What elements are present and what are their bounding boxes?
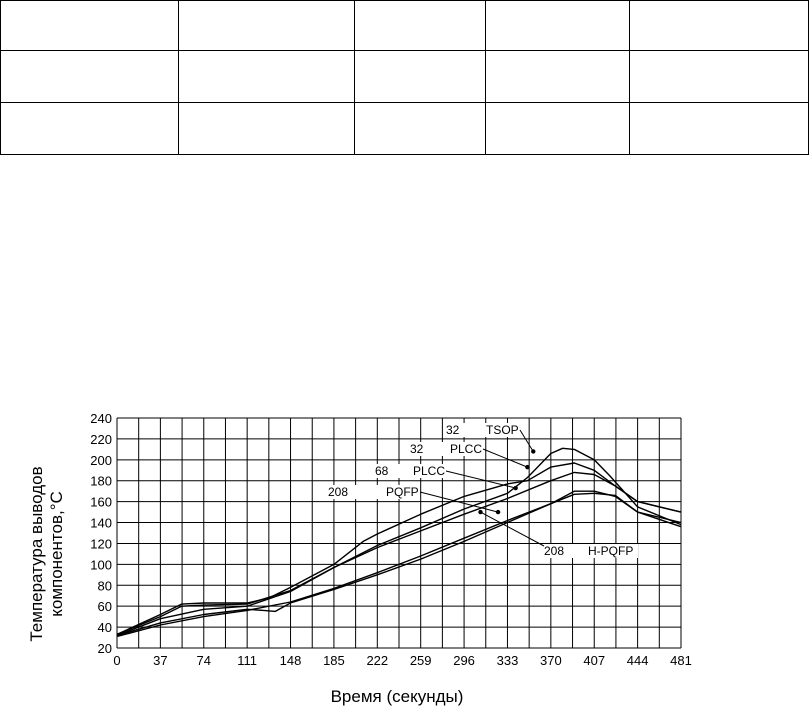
annotation-number-32-plcc: 32 <box>410 442 424 456</box>
y-tick-label: 100 <box>90 557 112 572</box>
y-tick-label: 40 <box>98 620 112 635</box>
y-tick-label: 160 <box>90 495 112 510</box>
annotation-arrowhead <box>495 509 501 515</box>
table-cell <box>629 49 809 103</box>
y-tick-label: 240 <box>90 411 112 426</box>
x-axis-title: Время (секунды) <box>331 687 464 706</box>
series-line-32-plcc <box>116 462 682 636</box>
x-tick-label: 444 <box>627 653 649 668</box>
annotation-leader <box>419 491 499 513</box>
table-cell <box>178 0 355 51</box>
temperature-chart: 0 37 74 111 148 185 222 259 296 333 370 407 444 481 20… <box>20 408 696 714</box>
table-cell <box>354 49 486 103</box>
annotation-number-68-plcc: 68 <box>375 464 389 478</box>
annotation-bg <box>373 464 447 478</box>
table-row <box>0 49 809 103</box>
annotation-number-208-pqfp: 208 <box>328 485 348 499</box>
table-cell <box>0 49 179 103</box>
x-tick-label: 259 <box>410 653 432 668</box>
annotation-number-208-h-pqfp: 208 <box>544 544 564 558</box>
annotation-label-68-plcc: PLCC <box>413 464 445 478</box>
table-cell <box>485 0 630 51</box>
annotation-leader <box>519 429 534 452</box>
x-tick-label: 333 <box>497 653 519 668</box>
annotation-leader <box>480 511 545 547</box>
y-tick-label: 140 <box>90 516 112 531</box>
annotation-number-32-tsop: 32 <box>446 423 460 437</box>
table-cell <box>629 101 809 156</box>
annotation-arrowhead <box>525 464 530 470</box>
grid <box>116 417 682 649</box>
series-line-208-pqfp <box>116 490 682 637</box>
x-tick-label: 148 <box>280 653 302 668</box>
y-tick-label: 120 <box>90 536 112 551</box>
annotation-arrowhead <box>478 509 483 515</box>
table-cell <box>354 101 486 156</box>
table-row <box>0 0 809 51</box>
annotation-leader <box>482 448 528 468</box>
series-group <box>116 447 682 638</box>
y-tick-label: 200 <box>90 453 112 468</box>
y-tick-label: 20 <box>98 641 112 656</box>
table-cell <box>0 101 179 156</box>
annotation-label-32-tsop: TSOP <box>486 423 519 437</box>
x-tick-label: 407 <box>583 653 605 668</box>
annotation-arrowhead <box>531 449 536 454</box>
x-tick-label: 37 <box>153 653 167 668</box>
x-tick-label: 185 <box>323 653 345 668</box>
annotations: 32 TSOP 32 PLCC 68 PLCC 208 PQFP 208 H-PQFP <box>326 423 638 558</box>
table-cell <box>178 101 355 156</box>
x-tick-label: 111 <box>237 653 257 668</box>
x-tick-label: 370 <box>540 653 562 668</box>
table-cell <box>178 49 355 103</box>
table-cell <box>629 0 809 51</box>
series-line-68-plcc <box>116 471 682 637</box>
table-cell <box>485 49 630 103</box>
y-tick-label: 180 <box>90 474 112 489</box>
table-body <box>0 0 809 156</box>
annotation-arrowhead <box>513 485 518 491</box>
x-tick-label: 74 <box>197 653 211 668</box>
annotation-label-208-h-pqfp: H-PQFP <box>588 544 633 558</box>
table-cell <box>485 101 630 156</box>
y-tick-label: 220 <box>90 432 112 447</box>
series-line-32-tsop <box>116 447 682 636</box>
x-tick-label: 0 <box>113 653 120 668</box>
tick-labels: 0 37 74 111 148 185 222 259 296 333 370 407 444 481 20… <box>90 411 692 668</box>
empty-table <box>0 0 809 156</box>
table-cell <box>0 0 179 51</box>
y-axis-title-line2: компонентов,°С <box>47 491 66 617</box>
annotation-bg <box>542 544 638 558</box>
annotation-bg <box>326 485 420 499</box>
y-axis-title-line1: Температура выводов <box>27 466 46 641</box>
annotation-leader <box>445 470 516 489</box>
y-tick-label: 80 <box>98 578 112 593</box>
x-tick-label: 222 <box>366 653 388 668</box>
table-row <box>0 101 809 156</box>
table-cell <box>354 0 486 51</box>
annotation-bg <box>444 423 520 437</box>
annotation-label-208-pqfp: PQFP <box>386 485 419 499</box>
y-tick-label: 60 <box>98 599 112 614</box>
annotation-label-32-plcc: PLCC <box>450 442 482 456</box>
x-tick-label: 481 <box>670 653 692 668</box>
chart-svg: 0 37 74 111 148 185 222 259 296 333 370 407 444 481 20… <box>27 411 692 706</box>
x-tick-label: 296 <box>453 653 475 668</box>
annotation-bg <box>408 442 484 456</box>
series-line-208-h-pqfp <box>116 492 682 638</box>
